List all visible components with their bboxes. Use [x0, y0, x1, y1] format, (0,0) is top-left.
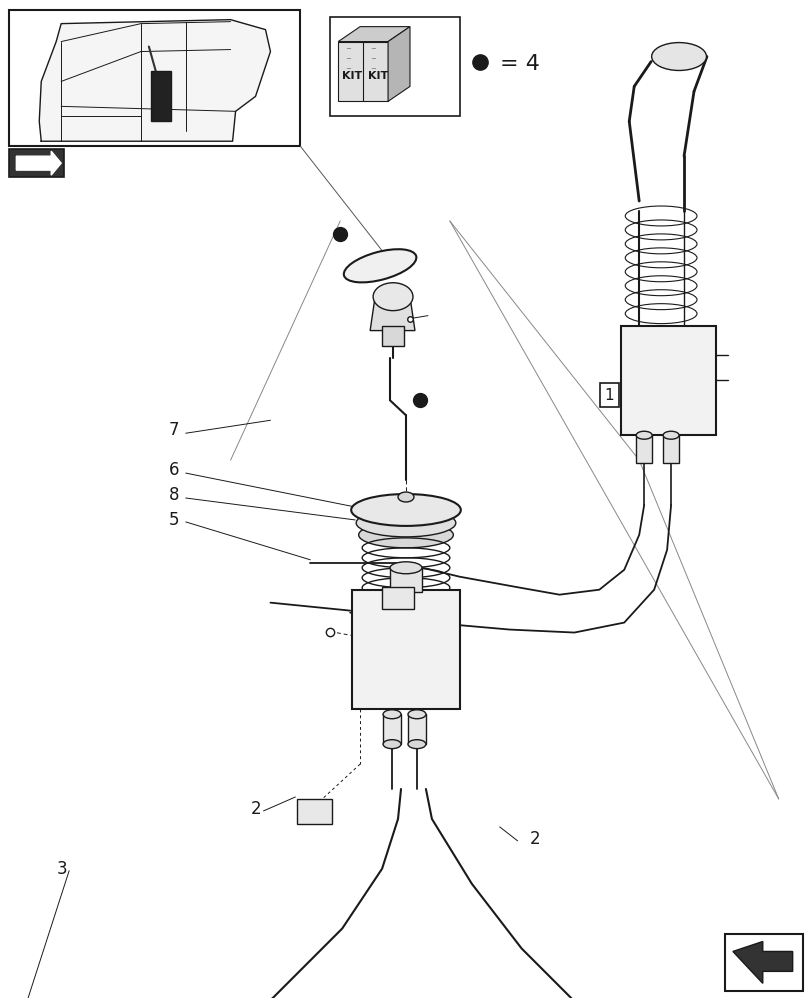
Text: 2: 2	[251, 800, 261, 818]
Text: 6: 6	[169, 461, 179, 479]
Polygon shape	[39, 20, 270, 141]
Text: ~: ~	[345, 66, 350, 72]
Polygon shape	[338, 27, 410, 42]
Bar	[10, 10, 300, 146]
Bar	[389, 568, 422, 592]
Text: ~: ~	[370, 66, 375, 72]
Bar	[636, 435, 651, 463]
Polygon shape	[370, 297, 414, 331]
Text: ~: ~	[345, 57, 350, 63]
Bar	[724, 934, 801, 991]
Text: KIT: KIT	[367, 71, 388, 81]
Ellipse shape	[651, 43, 706, 70]
Text: 5: 5	[169, 511, 179, 529]
Bar	[352, 590, 459, 709]
Bar	[10, 149, 64, 177]
Ellipse shape	[356, 509, 455, 537]
Ellipse shape	[407, 740, 426, 749]
Text: 7: 7	[169, 421, 179, 439]
Bar	[382, 326, 404, 346]
Bar	[383, 714, 401, 744]
Bar	[330, 17, 459, 116]
Bar	[663, 435, 678, 463]
Ellipse shape	[663, 431, 678, 439]
Bar	[407, 714, 426, 744]
Text: ~: ~	[370, 57, 375, 63]
Text: KIT: KIT	[341, 71, 362, 81]
Polygon shape	[16, 151, 61, 175]
Ellipse shape	[407, 710, 426, 719]
Ellipse shape	[383, 740, 401, 749]
Ellipse shape	[343, 249, 416, 282]
Ellipse shape	[358, 522, 453, 548]
Bar	[620, 326, 715, 435]
Text: ~: ~	[345, 47, 350, 53]
Text: 3: 3	[56, 860, 67, 878]
Ellipse shape	[636, 431, 651, 439]
Text: ~: ~	[370, 47, 375, 53]
Ellipse shape	[397, 492, 414, 502]
Polygon shape	[732, 941, 792, 983]
Text: 2: 2	[529, 830, 539, 848]
Bar	[297, 799, 332, 824]
Ellipse shape	[372, 283, 413, 311]
Polygon shape	[338, 42, 388, 101]
Bar	[382, 587, 414, 609]
Bar	[151, 71, 170, 121]
Polygon shape	[388, 27, 410, 101]
Ellipse shape	[350, 494, 461, 526]
Text: 1: 1	[603, 388, 613, 403]
Ellipse shape	[383, 710, 401, 719]
Ellipse shape	[389, 562, 422, 574]
Text: 8: 8	[169, 486, 179, 504]
Text: = 4: = 4	[499, 54, 539, 74]
